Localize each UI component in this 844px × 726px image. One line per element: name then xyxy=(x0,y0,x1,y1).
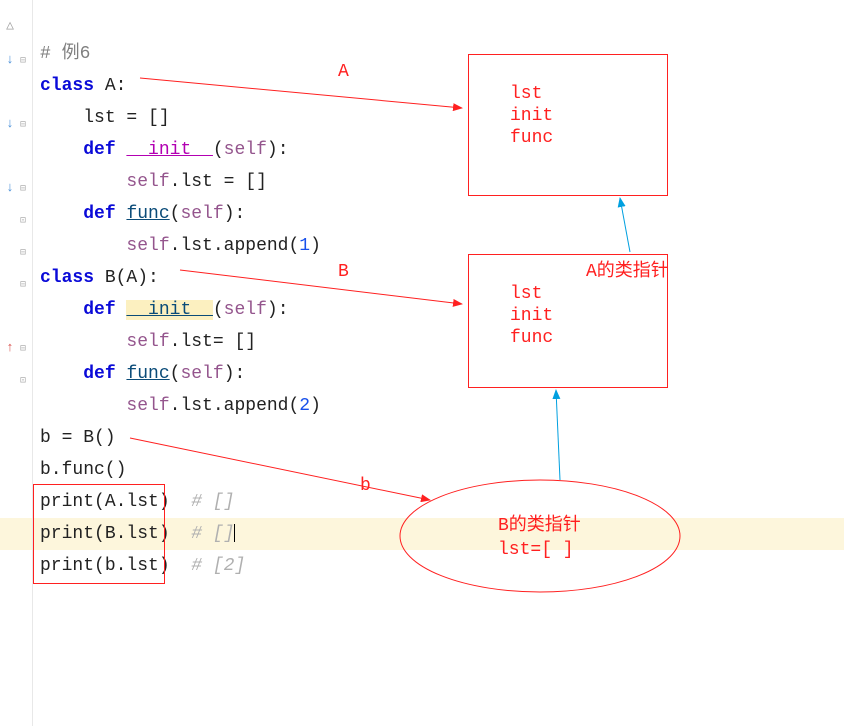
dunder-init: __init__ xyxy=(126,140,212,160)
dunder-init-highlight: __init__ xyxy=(126,300,212,320)
fold-icon[interactable]: ⊟ xyxy=(20,238,30,248)
annotation-box-class-b xyxy=(468,254,668,388)
fold-icon[interactable]: ⊟ xyxy=(20,270,30,280)
annotation-label-b-lower: b xyxy=(360,470,371,502)
arrow-b-to-class xyxy=(556,390,560,480)
fold-icon[interactable]: ⊟ xyxy=(20,110,30,120)
classname: B(A) xyxy=(105,268,148,288)
code-editor[interactable]: # 例6 class A: lst = [] def __init__(self… xyxy=(40,6,321,582)
param-self: self xyxy=(224,140,267,160)
method-func: func xyxy=(126,204,169,224)
annotation-box-b-line: func xyxy=(510,322,553,354)
keyword-class: class xyxy=(40,76,94,96)
text-cursor xyxy=(234,524,235,542)
gutter-override-up-icon[interactable]: ↑ xyxy=(3,332,17,364)
classname: A xyxy=(105,76,116,96)
annotation-box-class-a xyxy=(468,54,668,196)
fold-icon[interactable]: ⊟ xyxy=(20,46,30,56)
annotation-box-a-line: init xyxy=(510,100,553,132)
fold-icon[interactable]: ⊡ xyxy=(20,206,30,216)
annotation-box-a-line: lst xyxy=(510,78,542,110)
attr-lst: lst xyxy=(83,108,115,128)
gutter-override-down-icon[interactable]: ↓ xyxy=(3,172,17,204)
code-comment: # 例6 xyxy=(40,44,90,64)
arrow-a-pointer xyxy=(620,198,630,252)
annotation-box-b-line: lst xyxy=(510,278,542,310)
gutter-icon: △ xyxy=(3,10,17,42)
annotation-pointer-a: A的类指针 xyxy=(586,256,669,288)
annotation-box-b-line: init xyxy=(510,300,553,332)
keyword-def: def xyxy=(83,140,115,160)
gutter-override-down-icon[interactable]: ↓ xyxy=(3,108,17,140)
fold-icon[interactable]: ⊟ xyxy=(20,174,30,184)
inline-comment: # [] xyxy=(191,492,234,512)
stmt: b = B() xyxy=(40,428,116,448)
stmt: b.func() xyxy=(40,460,126,480)
editor-gutter: △ ↓ ⊟ ↓ ⊟ ↓ ⊟ ⊡ ⊟ ⊟ ↑ ⊟ ⊡ xyxy=(0,0,33,726)
annotation-box-a-line: func xyxy=(510,122,553,154)
annotation-label-a: A xyxy=(338,56,349,88)
gutter-override-down-icon[interactable]: ↓ xyxy=(3,44,17,76)
fold-icon[interactable]: ⊡ xyxy=(20,366,30,376)
annotation-label-b-upper: B xyxy=(338,256,349,288)
fold-icon[interactable]: ⊟ xyxy=(20,334,30,344)
